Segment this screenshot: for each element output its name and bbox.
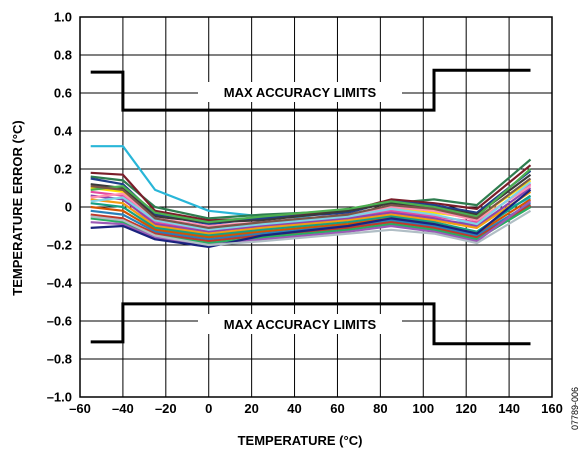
series-line [90,168,532,224]
y-axis-label: TEMPERATURE ERROR (°C) [10,120,25,295]
x-tick-label: 160 [541,401,563,416]
y-tick-label: –0.4 [47,276,73,291]
x-tick-label: –40 [112,401,134,416]
upper-limit-label-bg [198,82,402,102]
upper-limit-label: MAX ACCURACY LIMITS [224,85,377,100]
y-tick-label: 0.8 [54,48,72,63]
x-tick-labels: –60 –40 –20 0 20 40 60 80 100 120 140 160 [69,401,563,416]
x-tick-label: 120 [455,401,477,416]
x-tick-label: –20 [155,401,177,416]
x-axis-label: TEMPERATURE (°C) [238,433,363,448]
x-tick-label: 0 [205,401,212,416]
x-tick-label: 100 [412,401,434,416]
series-line [90,181,532,231]
y-tick-label: –0.2 [47,238,72,253]
plot-frame [79,16,553,398]
lower-accuracy-limit-line [90,302,531,346]
upper-accuracy-limit-line [90,68,531,112]
y-tick-label: –0.6 [47,314,72,329]
series-line [90,177,532,229]
y-tick-label: 1.0 [54,10,72,25]
lower-limit-label: MAX ACCURACY LIMITS [224,317,377,332]
series-line [90,190,532,235]
accuracy-limits [90,68,531,346]
y-tick-label: 0.4 [54,124,73,139]
lower-limit-label-bg [198,314,402,334]
y-tick-label: 0 [65,200,72,215]
y-tick-labels: 1.0 0.8 0.6 0.4 0.2 0 –0.2 –0.4 –0.6 –0.8 –1.0 [47,10,73,405]
x-tick-label: 80 [373,401,387,416]
x-tick-label: 60 [330,401,344,416]
y-tick-label: 0.6 [54,86,72,101]
series-lines [90,145,532,248]
y-tick-label: 0.2 [54,162,72,177]
x-tick-label: 140 [498,401,520,416]
x-tick-label: 20 [244,401,258,416]
x-tick-label: –60 [69,401,91,416]
series-line [90,200,532,247]
series-line [90,187,532,233]
figure-id: 07789-006 [570,387,580,430]
x-tick-label: 40 [287,401,301,416]
series-line [90,209,532,247]
series-line [90,194,532,237]
series-line [90,189,532,248]
y-tick-label: –0.8 [47,352,72,367]
y-tick-label: –1.0 [47,390,72,405]
